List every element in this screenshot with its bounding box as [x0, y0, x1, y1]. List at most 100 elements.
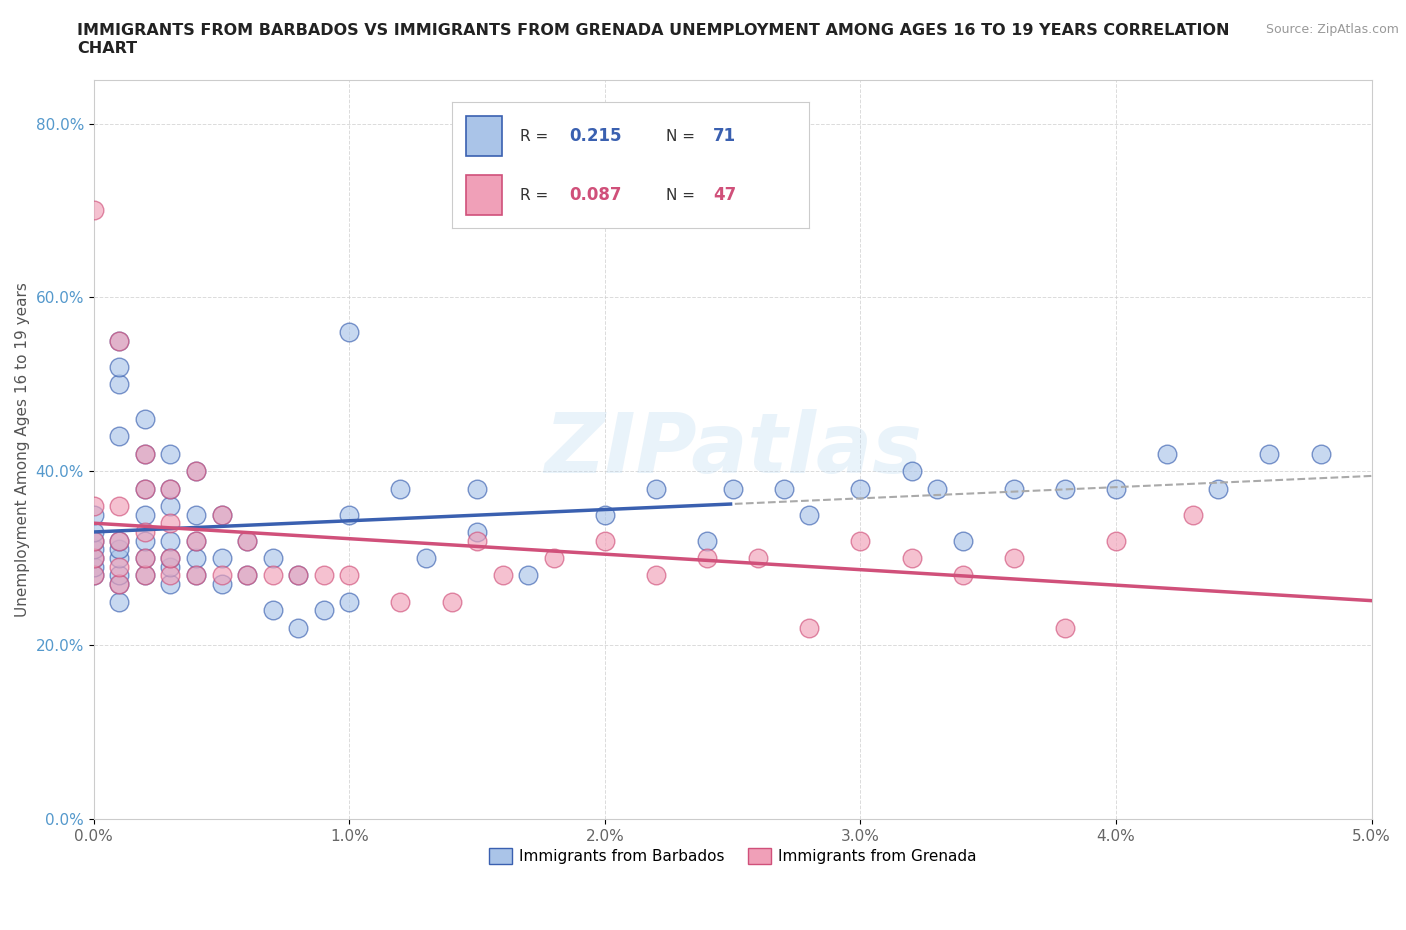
Point	[108, 333, 131, 348]
Point	[645, 568, 668, 583]
Point	[134, 568, 156, 583]
Point	[108, 360, 131, 375]
Point	[159, 516, 181, 531]
Point	[134, 551, 156, 565]
Point	[83, 542, 105, 557]
Point	[1181, 507, 1204, 522]
Point	[721, 481, 744, 496]
Point	[108, 533, 131, 548]
Point	[108, 533, 131, 548]
Point	[645, 481, 668, 496]
Point	[159, 498, 181, 513]
Point	[134, 551, 156, 565]
Point	[492, 568, 515, 583]
Point	[184, 568, 207, 583]
Point	[287, 568, 309, 583]
Point	[184, 533, 207, 548]
Point	[415, 551, 437, 565]
Point	[211, 551, 233, 565]
Point	[312, 603, 335, 618]
Point	[1206, 481, 1229, 496]
Point	[389, 481, 412, 496]
Point	[184, 464, 207, 479]
Point	[159, 481, 181, 496]
Point	[1002, 481, 1025, 496]
Point	[952, 568, 974, 583]
Point	[184, 464, 207, 479]
Point	[134, 533, 156, 548]
Point	[108, 577, 131, 591]
Point	[236, 568, 259, 583]
Point	[159, 551, 181, 565]
Point	[1309, 446, 1331, 461]
Point	[83, 525, 105, 539]
Point	[465, 481, 488, 496]
Point	[593, 507, 616, 522]
Point	[159, 551, 181, 565]
Point	[747, 551, 769, 565]
Point	[108, 498, 131, 513]
Point	[108, 559, 131, 574]
Point	[849, 481, 872, 496]
Point	[134, 481, 156, 496]
Point	[159, 533, 181, 548]
Point	[1002, 551, 1025, 565]
Point	[236, 533, 259, 548]
Point	[465, 533, 488, 548]
Point	[517, 568, 540, 583]
Point	[543, 551, 565, 565]
Point	[134, 481, 156, 496]
Point	[1156, 446, 1178, 461]
Point	[184, 568, 207, 583]
Point	[108, 429, 131, 444]
Point	[1105, 481, 1128, 496]
Point	[287, 620, 309, 635]
Point	[1053, 481, 1076, 496]
Point	[927, 481, 949, 496]
Point	[593, 533, 616, 548]
Point	[159, 568, 181, 583]
Point	[134, 525, 156, 539]
Point	[83, 533, 105, 548]
Point	[1053, 620, 1076, 635]
Point	[108, 377, 131, 392]
Point	[1258, 446, 1281, 461]
Point	[262, 551, 284, 565]
Point	[184, 533, 207, 548]
Point	[83, 507, 105, 522]
Point	[696, 551, 718, 565]
Point	[83, 498, 105, 513]
Point	[108, 551, 131, 565]
Point	[236, 568, 259, 583]
Point	[337, 507, 360, 522]
Point	[83, 551, 105, 565]
Point	[900, 464, 922, 479]
Point	[952, 533, 974, 548]
Point	[134, 568, 156, 583]
Point	[337, 325, 360, 339]
Point	[337, 568, 360, 583]
Point	[108, 542, 131, 557]
Point	[1105, 533, 1128, 548]
Point	[211, 577, 233, 591]
Point	[262, 568, 284, 583]
Point	[83, 559, 105, 574]
Point	[211, 568, 233, 583]
Point	[159, 559, 181, 574]
Point	[108, 594, 131, 609]
Point	[389, 594, 412, 609]
Point	[184, 551, 207, 565]
Point	[83, 568, 105, 583]
Point	[134, 446, 156, 461]
Point	[83, 568, 105, 583]
Point	[159, 481, 181, 496]
Point	[159, 446, 181, 461]
Text: ZIPatlas: ZIPatlas	[544, 409, 922, 490]
Point	[134, 412, 156, 427]
Point	[440, 594, 463, 609]
Point	[134, 446, 156, 461]
Legend: Immigrants from Barbados, Immigrants from Grenada: Immigrants from Barbados, Immigrants fro…	[482, 842, 983, 870]
Point	[134, 507, 156, 522]
Point	[287, 568, 309, 583]
Point	[108, 577, 131, 591]
